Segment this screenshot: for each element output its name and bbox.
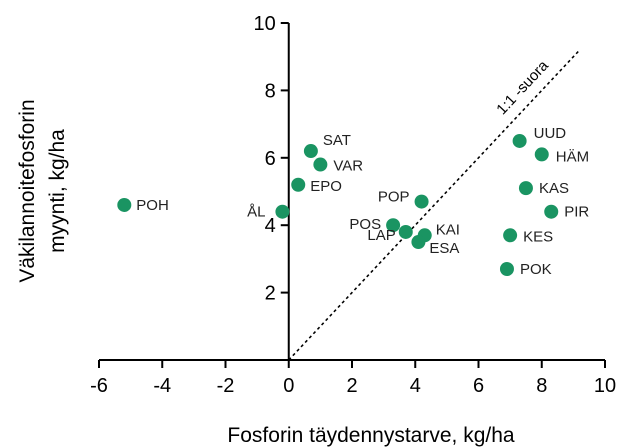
data-point-label: POS <box>349 216 381 233</box>
data-point <box>518 181 533 196</box>
data-point-label: UUD <box>534 125 567 142</box>
data-point <box>303 144 318 159</box>
data-point-label: KES <box>523 228 553 245</box>
x-tick-label: 2 <box>346 375 357 397</box>
data-point <box>291 177 306 192</box>
reference-line-1to1 <box>288 49 581 361</box>
x-tick-label: 10 <box>594 375 616 397</box>
data-point-label: VAR <box>333 158 363 175</box>
y-axis-title-line1: Väkilannoitefosforin <box>16 99 39 282</box>
data-point <box>414 194 429 209</box>
y-tick-label: 8 <box>265 80 276 102</box>
data-point-label: ESA <box>429 240 459 257</box>
data-point <box>499 262 514 277</box>
data-point <box>398 224 413 239</box>
data-point <box>386 218 401 233</box>
x-tick-label: -4 <box>153 375 171 397</box>
data-point <box>313 157 328 172</box>
data-point <box>534 147 549 162</box>
data-point-label: EPO <box>310 178 342 195</box>
x-tick-label: 4 <box>410 375 421 397</box>
x-tick-label: 6 <box>473 375 484 397</box>
data-point-label: HÄM <box>556 148 589 165</box>
data-point-label: LAP <box>367 227 395 244</box>
y-tick-label: 6 <box>265 148 276 170</box>
data-point <box>411 235 426 250</box>
x-tick-label: 8 <box>536 375 547 397</box>
x-axis-title: Fosforin täydennystarve, kg/ha <box>227 424 514 447</box>
data-point-label: POP <box>378 189 410 206</box>
data-point <box>275 204 290 219</box>
data-point-label: KAS <box>539 180 569 197</box>
data-point-label: PIR <box>564 204 589 221</box>
y-tick-label: 10 <box>254 13 276 35</box>
data-point-label: KAI <box>436 221 460 238</box>
data-point <box>512 133 527 148</box>
y-tick-label: 4 <box>265 215 276 237</box>
data-point-label: SAT <box>323 132 351 149</box>
data-point <box>503 228 518 243</box>
data-point-label: ÅL <box>247 204 265 221</box>
data-point-label: POH <box>136 197 169 214</box>
data-point <box>544 204 559 219</box>
x-tick-label: 0 <box>283 375 294 397</box>
y-tick-label: 2 <box>265 283 276 305</box>
x-tick-label: -6 <box>90 375 108 397</box>
data-point <box>117 197 132 212</box>
x-tick-label: -2 <box>217 375 235 397</box>
y-axis-title-line2: myynti, kg/ha <box>46 129 69 253</box>
data-point-label: POK <box>520 261 552 278</box>
